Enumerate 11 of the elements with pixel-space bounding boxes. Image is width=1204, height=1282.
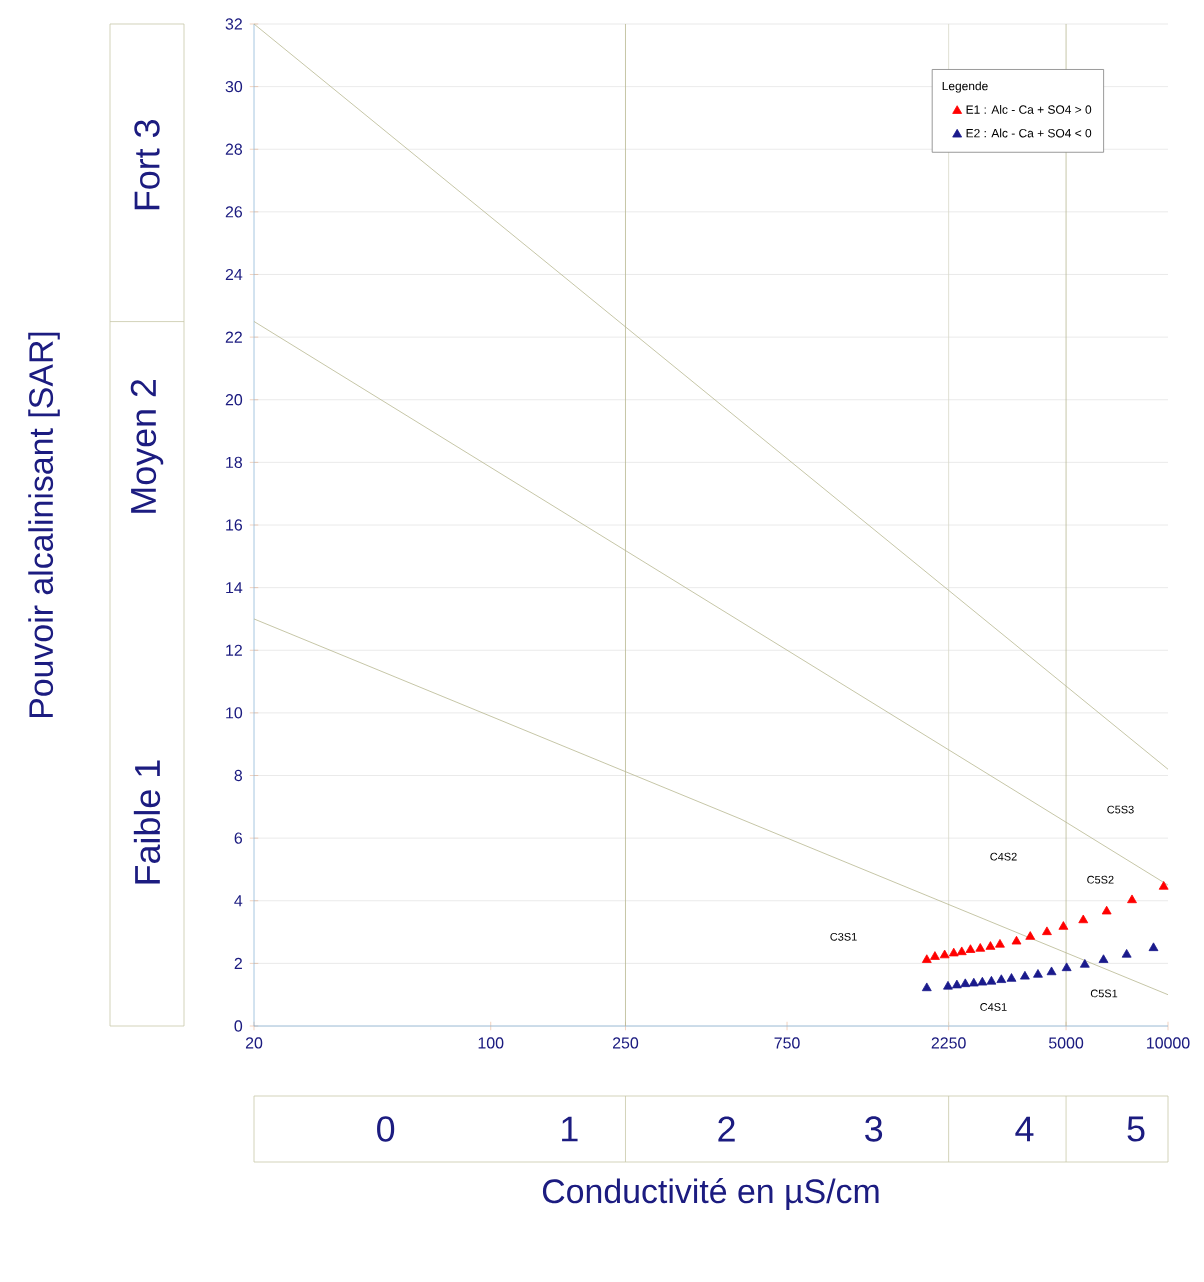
text: Faible 1 <box>133 760 161 884</box>
x-axis-title: Conductivité en µS/cm <box>542 1178 879 1210</box>
text: Fort 3 <box>134 120 160 210</box>
text: 1 <box>562 1116 578 1142</box>
text: 3 <box>865 1116 883 1142</box>
text: 0 <box>377 1116 395 1142</box>
text: Moyen 2 <box>130 379 164 513</box>
text: 4 <box>1015 1116 1034 1142</box>
y-axis-title: Pouvoir alcalinisant [SAR] <box>28 332 60 718</box>
text: 2 <box>718 1116 735 1142</box>
text: 5 <box>1127 1116 1145 1142</box>
